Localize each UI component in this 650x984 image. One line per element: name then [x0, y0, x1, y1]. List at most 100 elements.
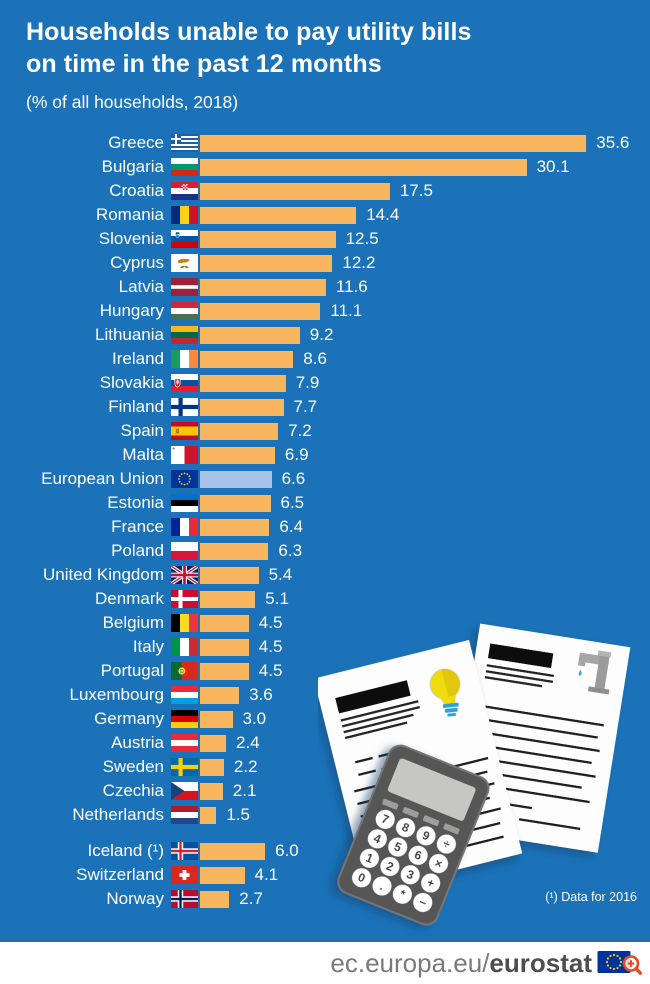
flag-icon-pl — [171, 542, 198, 560]
chart-row-malta: Malta 6.9 — [0, 443, 650, 467]
bar-sweden — [200, 758, 224, 776]
chart-row-estonia: Estonia 6.5 — [0, 491, 650, 515]
bar-czechia — [200, 782, 223, 800]
country-label-netherlands: Netherlands — [72, 805, 164, 824]
chart-row-slovenia: Slovenia 12.5 — [0, 227, 650, 251]
bar-italy — [200, 638, 249, 656]
bar-iceland — [200, 842, 266, 860]
calculator-key-4 — [367, 829, 387, 849]
chart-row-luxembourg: Luxembourg 3.6 — [0, 683, 650, 707]
bar-portugal — [200, 662, 249, 680]
country-label-belgium: Belgium — [102, 613, 164, 632]
country-label-norway: Norway — [106, 889, 164, 908]
value-label-latvia: 11.6 — [335, 277, 368, 296]
value-label-croatia: 17.5 — [399, 181, 433, 200]
flag-icon-no — [171, 890, 198, 908]
country-label-cyprus: Cyprus — [110, 253, 164, 272]
flag-icon-bg — [171, 158, 198, 176]
calculator-key-. — [372, 876, 392, 896]
footnote: (¹) Data for 2016 — [545, 890, 637, 904]
value-label-iceland: 6.0 — [275, 841, 299, 860]
value-label-european-union: 6.6 — [281, 469, 306, 488]
light-bulb-icon — [429, 668, 461, 717]
calculator-key-7 — [375, 809, 395, 829]
country-label-iceland: Iceland (¹) — [87, 841, 164, 860]
country-label-slovakia: Slovakia — [99, 373, 164, 392]
bar-netherlands — [200, 806, 217, 824]
bar-slovenia — [200, 230, 336, 248]
chart-row-germany: Germany 3.0 — [0, 707, 650, 731]
chart-row-slovakia: Slovakia 7.9 — [0, 371, 650, 395]
chart-row-czechia: Czechia 2.1 — [0, 779, 650, 803]
calculator-key-label: * — [398, 887, 408, 902]
bar-chart-efta-group: Iceland (¹) 6.0 Switzerland 4.1 Norway 2.7 — [0, 839, 650, 911]
bills-calculator-illustration: 789 ÷ 456 × 123 +0. *− — [318, 623, 631, 926]
country-label-finland: Finland — [108, 397, 164, 416]
flag-icon-be — [171, 614, 198, 632]
calculator-key-label: 2 — [384, 859, 396, 875]
bar-lithuania — [200, 326, 300, 344]
chart-row-united-kingdom: United Kingdom 5.4 — [0, 563, 650, 587]
value-label-estonia: 6.5 — [280, 493, 305, 512]
value-label-cyprus: 12.2 — [342, 253, 376, 272]
bar-ireland — [200, 350, 294, 368]
flag-icon-de — [171, 710, 198, 728]
flag-icon-at — [171, 734, 198, 752]
country-label-croatia: Croatia — [109, 181, 164, 200]
chart-row-switzerland: Switzerland 4.1 — [0, 863, 650, 887]
value-label-denmark: 5.1 — [265, 589, 289, 608]
calculator-key-label: 3 — [404, 867, 416, 883]
flag-icon-es — [171, 422, 198, 440]
value-label-austria: 2.4 — [236, 733, 260, 752]
flag-icon-se — [171, 758, 198, 776]
country-label-ireland: Ireland — [112, 349, 164, 368]
calculator-key-label: ÷ — [441, 837, 453, 853]
value-label-greece: 35.6 — [596, 133, 630, 152]
bar-france — [200, 518, 270, 536]
calculator-key-* — [392, 884, 412, 904]
bar-bulgaria — [200, 158, 527, 176]
chart-row-sweden: Sweden 2.2 — [0, 755, 650, 779]
bar-latvia — [200, 278, 326, 296]
calculator-key-8 — [396, 818, 416, 838]
calculator-screen — [387, 758, 476, 821]
value-label-germany: 3.0 — [242, 709, 267, 728]
chart-row-italy: Italy 4.5 — [0, 635, 650, 659]
bar-chart-main-group: Greece 35.6 Bulgaria 30.1 Croatia 17.5 Romania… — [0, 131, 650, 827]
flag-icon-lv — [171, 278, 198, 296]
page-subtitle: (% of all households, 2018) — [26, 92, 239, 112]
calculator-key-label: + — [425, 875, 437, 891]
footer-link[interactable]: ec.europa.eu/eurostat — [330, 948, 592, 979]
footer-url-regular: ec.europa.eu/ — [330, 947, 490, 978]
value-label-hungary: 11.1 — [330, 301, 363, 320]
calculator-key-label: 4 — [372, 831, 384, 847]
flag-icon-cy — [171, 254, 198, 272]
value-label-malta: 6.9 — [284, 445, 309, 464]
chart-row-iceland: Iceland (¹) 6.0 — [0, 839, 650, 863]
value-label-romania: 14.4 — [366, 205, 400, 224]
country-label-united-kingdom: United Kingdom — [43, 565, 164, 584]
calculator-key-2 — [380, 857, 400, 877]
country-label-spain: Spain — [120, 421, 164, 440]
value-label-poland: 6.3 — [278, 541, 303, 560]
calculator-key-label: × — [433, 856, 445, 872]
country-label-italy: Italy — [132, 637, 164, 656]
calculator-key-label: . — [378, 879, 386, 893]
chart-row-ireland: Ireland 8.6 — [0, 347, 650, 371]
flag-icon-mt — [171, 446, 198, 464]
calculator-key-× — [429, 854, 449, 874]
calculator-key-label: 7 — [379, 812, 391, 828]
chart-row-cyprus: Cyprus 12.2 — [0, 251, 650, 275]
flag-icon-nl — [171, 806, 198, 824]
value-label-switzerland: 4.1 — [254, 865, 279, 884]
calculator-key-0 — [352, 868, 372, 888]
chart-row-netherlands: Netherlands 1.5 — [0, 803, 650, 827]
calculator-key-9 — [416, 826, 436, 846]
value-label-slovenia: 12.5 — [345, 229, 379, 248]
bar-malta — [200, 446, 275, 464]
country-label-european-union: European Union — [41, 469, 164, 488]
bar-european-union — [200, 470, 272, 488]
chart-row-croatia: Croatia 17.5 — [0, 179, 650, 203]
chart-row-france: France 6.4 — [0, 515, 650, 539]
value-label-luxembourg: 3.6 — [249, 685, 273, 704]
